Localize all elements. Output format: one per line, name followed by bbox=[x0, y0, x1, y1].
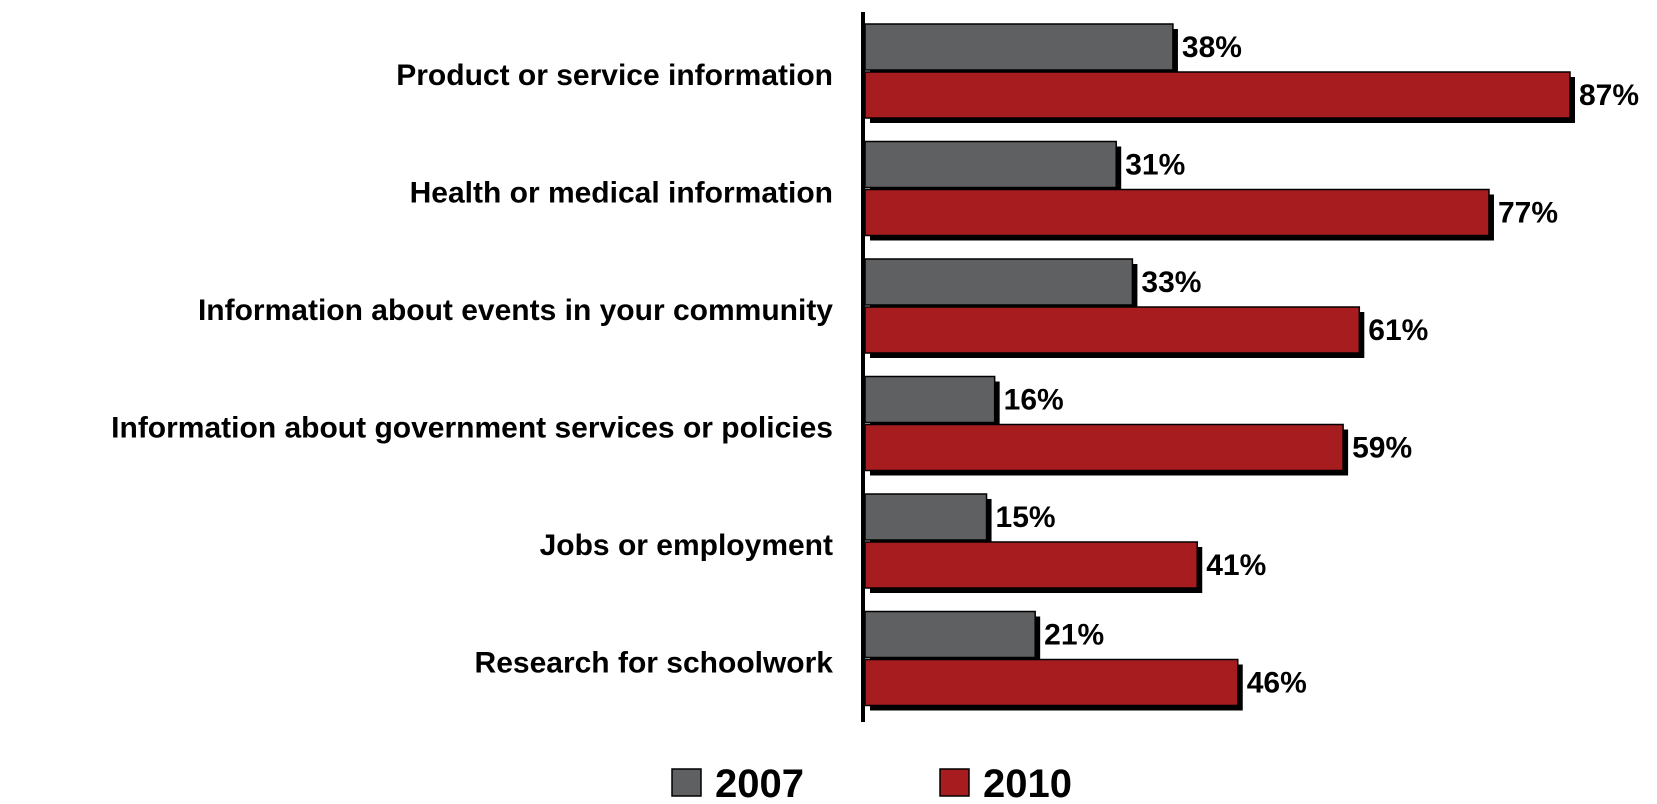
bar-2010 bbox=[864, 71, 1571, 119]
bar-2007 bbox=[864, 258, 1134, 306]
data-label: 61% bbox=[1368, 314, 1428, 347]
data-label: 15% bbox=[996, 501, 1056, 534]
legend-label-2007: 2007 bbox=[715, 762, 804, 799]
bar-2010 bbox=[864, 658, 1239, 707]
data-label: 38% bbox=[1182, 31, 1242, 64]
data-label: 31% bbox=[1125, 149, 1185, 182]
data-label: 21% bbox=[1044, 619, 1104, 652]
bar-2010 bbox=[864, 423, 1344, 472]
bar-2010 bbox=[864, 188, 1490, 237]
legend-swatch-2010 bbox=[939, 768, 970, 797]
legend: 2007 2010 bbox=[671, 762, 1072, 804]
bar-2007 bbox=[864, 610, 1036, 659]
category-label: Jobs or employment bbox=[540, 529, 833, 562]
bars-layer bbox=[864, 23, 1575, 711]
bar-2010 bbox=[864, 306, 1361, 354]
category-label: Information about government services or… bbox=[111, 412, 833, 445]
data-label: 77% bbox=[1498, 197, 1558, 230]
data-label: 16% bbox=[1004, 384, 1064, 417]
data-label: 33% bbox=[1141, 266, 1201, 299]
bar-2007 bbox=[864, 140, 1117, 189]
legend-label-2010: 2010 bbox=[983, 762, 1072, 799]
category-label: Research for schoolwork bbox=[475, 647, 834, 680]
bar-2007 bbox=[864, 23, 1174, 71]
category-label: Information about events in your communi… bbox=[198, 294, 833, 327]
bar-2007 bbox=[864, 493, 988, 541]
data-label: 41% bbox=[1206, 549, 1266, 582]
bar-2007 bbox=[864, 375, 996, 424]
data-label: 46% bbox=[1247, 667, 1307, 700]
data-label: 59% bbox=[1352, 432, 1412, 465]
bar-2010 bbox=[864, 541, 1198, 589]
data-label: 87% bbox=[1579, 79, 1639, 112]
category-label: Product or service information bbox=[396, 59, 833, 92]
labels-layer: Product or service information 38% 87% Heal… bbox=[111, 31, 1639, 700]
legend-swatch-2007 bbox=[671, 768, 702, 797]
category-label: Health or medical information bbox=[410, 177, 833, 210]
